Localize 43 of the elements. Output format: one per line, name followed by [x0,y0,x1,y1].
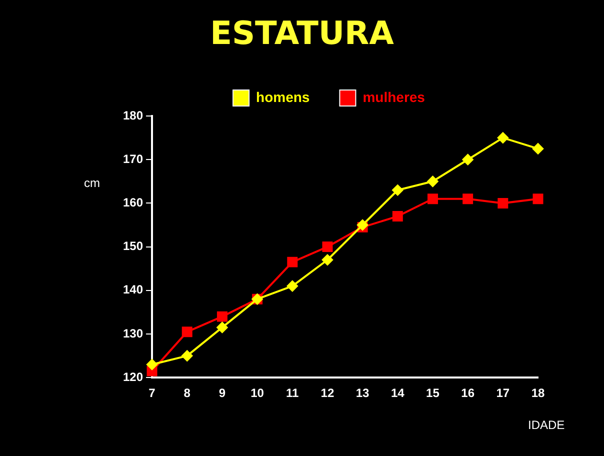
x-axis-title: IDADE [528,418,565,432]
x-tick-label: 9 [218,386,226,400]
x-tick-label: 12 [320,386,334,400]
point [322,242,333,252]
y-tick-label: 140 [122,282,144,297]
point [392,211,403,222]
point [182,326,192,338]
point [532,143,544,154]
point [532,194,544,204]
point [322,254,333,266]
legend-label: homens [256,88,310,105]
y-tick-label: 130 [122,326,144,340]
point [427,176,438,187]
y-axis-title: cm [84,176,100,190]
point [462,154,474,166]
y-tick-label: 120 [122,370,144,384]
point [287,256,298,268]
point [146,359,158,370]
point [216,322,228,333]
x-tick-label: 16 [461,386,475,400]
y-tick-label: 180 [122,108,144,122]
point [498,198,508,208]
point [216,311,228,322]
x-tick-label: 11 [286,386,300,400]
x-tick-label: 8 [184,386,191,400]
x-tick-label: 10 [250,386,264,400]
point [286,280,298,292]
point [427,194,438,204]
point [392,184,404,196]
chart-title: ESTATURA [209,14,395,52]
y-tick-label: 170 [122,152,144,166]
legend-label: mulheres [362,88,426,105]
point [462,194,474,204]
point [497,132,508,144]
x-tick-label: 18 [531,386,545,400]
point [182,350,193,362]
x-tick-label: 13 [356,386,370,400]
y-tick-label: 150 [122,239,144,254]
x-tick-label: 17 [496,386,510,400]
x-tick-label: 14 [390,386,405,400]
x-tick-label: 15 [426,386,440,400]
x-tick-label: 7 [148,386,156,400]
y-tick-label: 160 [122,196,144,210]
